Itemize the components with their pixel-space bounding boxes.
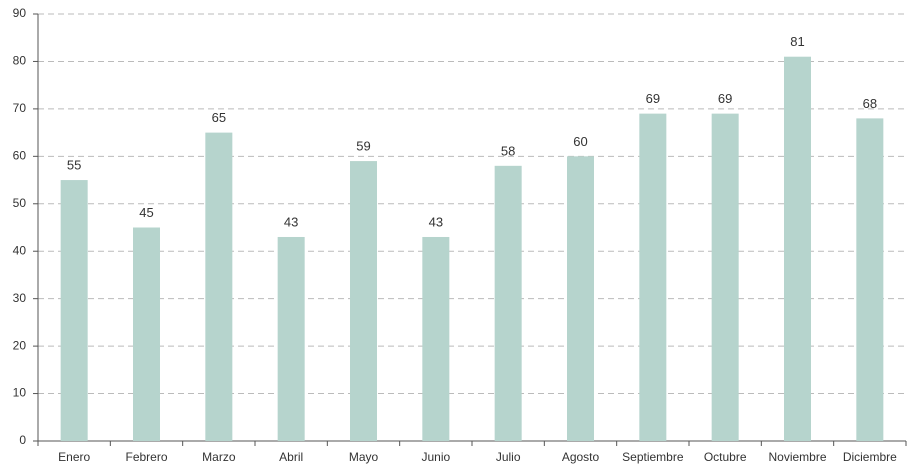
y-tick-label: 30 xyxy=(13,291,27,305)
bar xyxy=(639,113,667,441)
y-tick-label: 60 xyxy=(13,149,27,163)
y-tick-label: 0 xyxy=(19,433,26,447)
y-tick-label: 90 xyxy=(13,6,27,20)
x-tick-label: Diciembre xyxy=(843,450,897,464)
bar xyxy=(711,113,739,441)
x-tick-label: Febrero xyxy=(125,450,167,464)
x-tick-label: Septiembre xyxy=(622,450,684,464)
bar xyxy=(133,227,160,441)
x-tick-label: Octubre xyxy=(704,450,747,464)
data-label: 58 xyxy=(501,143,515,158)
x-tick-label: Enero xyxy=(58,450,90,464)
data-label: 65 xyxy=(212,110,226,125)
bar xyxy=(567,156,594,442)
bar xyxy=(205,132,233,441)
x-tick-label: Julio xyxy=(496,450,521,464)
bar xyxy=(60,180,88,442)
x-tick-label: Mayo xyxy=(349,450,379,464)
data-label: 55 xyxy=(67,157,81,172)
bar xyxy=(784,56,811,441)
y-tick-label: 80 xyxy=(13,54,27,68)
data-label: 59 xyxy=(356,139,370,154)
bar xyxy=(422,236,450,441)
bar xyxy=(856,118,884,441)
data-label: 45 xyxy=(139,205,153,220)
x-tick-label: Agosto xyxy=(562,450,600,464)
data-label: 69 xyxy=(646,91,660,106)
y-tick-label: 20 xyxy=(13,338,27,352)
x-tick-label: Noviembre xyxy=(768,450,826,464)
data-label: 69 xyxy=(718,91,732,106)
y-tick-label: 70 xyxy=(13,101,27,115)
data-label: 43 xyxy=(284,214,298,229)
bar xyxy=(277,236,305,441)
x-tick-label: Abril xyxy=(279,450,303,464)
data-label: 60 xyxy=(573,134,587,149)
x-tick-label: Junio xyxy=(421,450,450,464)
bar xyxy=(350,161,377,442)
y-tick-label: 50 xyxy=(13,196,27,210)
y-tick-label: 40 xyxy=(13,243,27,257)
data-label: 68 xyxy=(863,96,877,111)
data-label: 81 xyxy=(790,34,804,49)
y-tick-label: 10 xyxy=(13,386,27,400)
data-label: 43 xyxy=(429,214,443,229)
x-tick-label: Marzo xyxy=(202,450,236,464)
bar xyxy=(494,165,522,442)
